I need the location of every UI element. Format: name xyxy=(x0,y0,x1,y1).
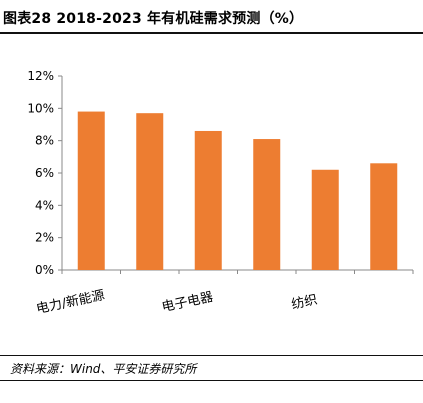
y-tick-label: 8% xyxy=(35,134,54,148)
bar xyxy=(136,113,164,270)
bar xyxy=(370,163,398,270)
y-tick-label: 0% xyxy=(35,263,54,277)
chart-title: 图表28 2018-2023 年有机硅需求预测（%） xyxy=(3,11,304,27)
x-tick-label: 电子电器 xyxy=(161,290,215,315)
y-tick-label: 4% xyxy=(35,198,54,212)
bar xyxy=(253,139,281,270)
bottom-divider xyxy=(0,380,423,381)
y-tick-label: 2% xyxy=(35,231,54,245)
x-tick-label: 电力/新能源 xyxy=(35,287,106,317)
source-note: 资料来源：Wind、平安证券研究所 xyxy=(10,362,197,376)
source-divider xyxy=(0,355,423,356)
bar xyxy=(311,169,339,270)
title-divider xyxy=(0,32,423,34)
x-tick-label: 纺织 xyxy=(290,293,319,313)
bar xyxy=(194,130,222,270)
bar xyxy=(77,111,105,270)
y-tick-label: 6% xyxy=(35,166,54,180)
plot-area: 0% 2% 4% 6% 8% 10% 12% 电力/新能源 电子电器 纺织 xyxy=(27,69,414,317)
bar-chart: 0% 2% 4% 6% 8% 10% 12% 电力/新能源 电子电器 纺织 xyxy=(27,69,414,317)
y-tick-label: 12% xyxy=(27,69,54,83)
y-tick-label: 10% xyxy=(27,101,54,115)
